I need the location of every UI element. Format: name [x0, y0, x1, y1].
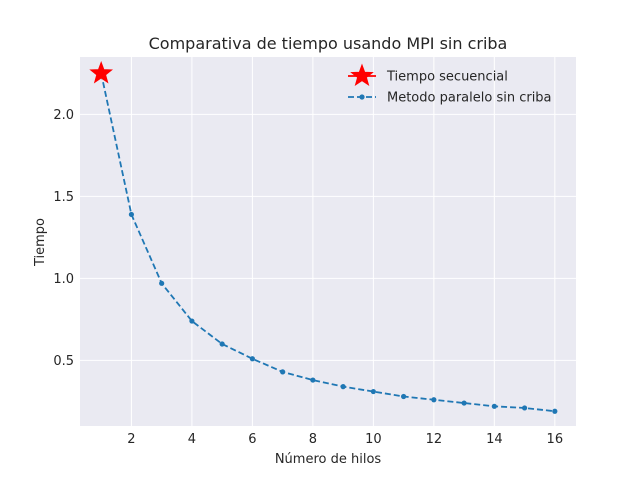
series-star-group [89, 60, 113, 84]
data-point [159, 280, 165, 286]
data-point [189, 318, 195, 324]
legend-label: Tiempo secuencial [386, 70, 508, 85]
plot-area [80, 57, 576, 426]
y-tick-label: 1.5 [53, 190, 74, 205]
y-tick-label: 1.0 [53, 272, 74, 287]
y-tick-label: 0.5 [53, 354, 74, 369]
x-tick-label: 16 [547, 432, 564, 447]
data-point [491, 403, 497, 409]
y-tick-labels: 0.5 1.0 1.5 2.0 [53, 108, 74, 369]
legend: Tiempo secuencial Metodo paralelo sin cri… [348, 63, 552, 106]
x-gridlines [130, 57, 556, 426]
data-point [552, 408, 558, 414]
data-point [249, 356, 255, 362]
data-point [280, 369, 286, 375]
y-tick-label: 2.0 [53, 108, 74, 123]
series-line [100, 73, 555, 413]
x-tick-label: 4 [188, 432, 196, 447]
data-point [370, 388, 376, 395]
x-tick-label: 8 [309, 432, 317, 447]
legend-swatch-marker [359, 94, 365, 100]
series-layer [89, 60, 558, 414]
x-tick-labels: 2 4 6 8 10 12 14 16 [127, 432, 563, 447]
star-marker [89, 60, 113, 84]
data-point [461, 400, 467, 406]
x-axis-label: Número de hilos [275, 452, 382, 467]
legend-label: Metodo paralelo sin criba [387, 91, 552, 106]
x-tick-label: 14 [486, 432, 503, 447]
x-tick-label: 12 [426, 432, 443, 447]
y-axis-label: Tiempo [33, 218, 48, 267]
y-gridlines [80, 113, 576, 361]
data-point [521, 405, 528, 411]
data-point [128, 211, 135, 218]
chart-title: Comparativa de tiempo usando MPI sin cri… [149, 34, 508, 53]
x-tick-label: 2 [127, 432, 135, 447]
data-point [340, 384, 346, 390]
data-point [219, 341, 225, 347]
x-tick-label: 10 [365, 432, 382, 447]
legend-item: Tiempo secuencial [348, 63, 508, 87]
data-point [431, 397, 437, 403]
data-point [310, 377, 316, 383]
data-point [401, 393, 407, 400]
legend-item: Metodo paralelo sin criba [348, 91, 552, 106]
legend-swatch-marker [350, 63, 374, 87]
x-tick-label: 6 [248, 432, 256, 447]
